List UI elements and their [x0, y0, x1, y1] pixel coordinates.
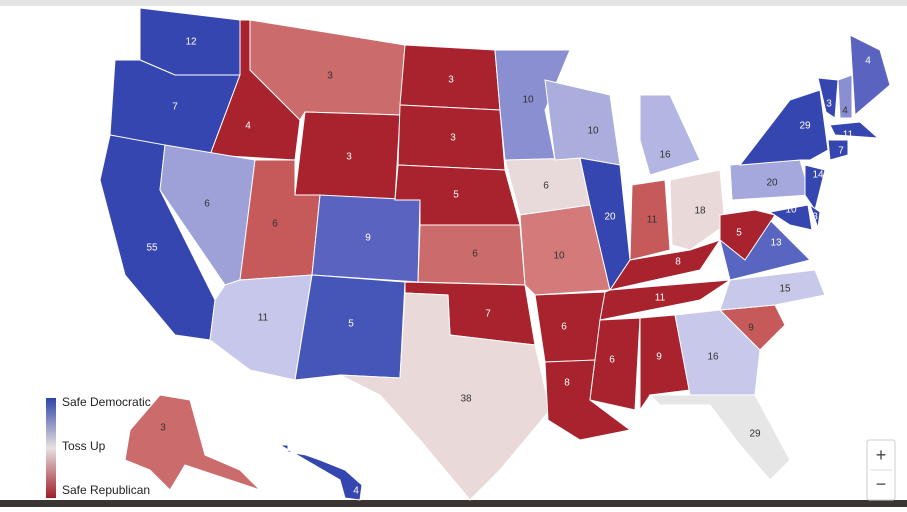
- electoral-votes: 11: [258, 313, 269, 324]
- state[interactable]: [608, 239, 722, 291]
- state[interactable]: [599, 279, 731, 321]
- electoral-votes: 10: [522, 95, 534, 106]
- state[interactable]: [519, 204, 611, 296]
- electoral-votes: 16: [659, 150, 671, 161]
- state[interactable]: [544, 79, 621, 166]
- zoom-out[interactable]: −: [876, 474, 887, 494]
- state[interactable]: [837, 74, 853, 119]
- electoral-votes: 13: [770, 238, 782, 249]
- electoral-votes: 3: [327, 71, 333, 82]
- zoom-in[interactable]: +: [876, 445, 887, 465]
- electoral-votes: 12: [185, 37, 197, 48]
- state[interactable]: [339, 292, 551, 501]
- state[interactable]: [768, 204, 813, 231]
- electoral-votes: 5: [453, 190, 459, 201]
- state[interactable]: [719, 269, 826, 311]
- state[interactable]: [809, 203, 821, 229]
- electoral-votes: 20: [766, 178, 778, 189]
- electoral-votes: 6: [204, 199, 210, 210]
- electoral-votes: 14: [812, 170, 824, 181]
- electoral-votes: 3: [812, 212, 818, 223]
- electoral-votes: 16: [707, 352, 719, 363]
- electoral-votes: 4: [245, 121, 251, 132]
- state[interactable]: [719, 209, 776, 261]
- electoral-votes: 10: [553, 251, 565, 262]
- state[interactable]: [589, 317, 641, 411]
- state[interactable]: [209, 274, 313, 381]
- electoral-votes: 6: [272, 219, 278, 230]
- legend-middle: Toss Up: [62, 439, 106, 453]
- electoral-votes: 18: [694, 206, 706, 217]
- state[interactable]: [124, 394, 261, 491]
- state[interactable]: [648, 394, 791, 481]
- electoral-votes: 9: [365, 233, 371, 244]
- legend-top: Safe Democratic: [62, 395, 151, 409]
- electoral-votes: 9: [656, 352, 662, 363]
- state[interactable]: [669, 169, 726, 251]
- legend-bar: [46, 398, 56, 498]
- electoral-votes: 3: [826, 99, 832, 110]
- electoral-votes: 6: [609, 355, 615, 366]
- electoral-votes: 7: [838, 146, 844, 157]
- electoral-votes: 4: [842, 106, 848, 117]
- electoral-votes: 9: [748, 323, 754, 334]
- electoral-votes: 11: [843, 130, 854, 141]
- electoral-votes: 4: [865, 56, 871, 67]
- bottom-strip: [0, 500, 907, 507]
- electoral-votes: 20: [604, 212, 616, 223]
- state[interactable]: [827, 139, 849, 161]
- electoral-votes: 3: [346, 152, 352, 163]
- electoral-votes: 7: [485, 309, 491, 320]
- electoral-votes: 11: [647, 215, 658, 226]
- electoral-votes: 38: [460, 394, 472, 405]
- state[interactable]: [639, 314, 691, 412]
- top-shadow: [0, 0, 907, 6]
- electoral-votes: 3: [450, 133, 456, 144]
- electoral-votes: 3: [448, 75, 454, 86]
- electoral-votes: 3: [160, 423, 166, 434]
- electoral-votes: 29: [749, 429, 761, 440]
- legend-bottom: Safe Republican: [62, 483, 150, 497]
- electoral-votes: 5: [348, 319, 354, 330]
- state[interactable]: [829, 121, 880, 139]
- state[interactable]: [534, 291, 606, 363]
- electoral-votes: 6: [472, 249, 478, 260]
- electoral-votes: 10: [587, 126, 599, 137]
- electoral-votes: 6: [543, 181, 549, 192]
- electoral-votes: 55: [146, 243, 158, 254]
- state[interactable]: [278, 444, 363, 501]
- electoral-votes: 8: [675, 257, 681, 268]
- electoral-votes: 8: [564, 378, 570, 389]
- electoral-votes: 4: [353, 486, 359, 497]
- electoral-votes: 11: [655, 293, 666, 304]
- electoral-votes: 7: [172, 102, 178, 113]
- electoral-votes: 10: [785, 205, 797, 216]
- electoral-votes: 29: [799, 121, 811, 132]
- electoral-votes: 15: [779, 284, 791, 295]
- states: 12 7 55 4 6 3 3 6 11 9 5 3 3 5 6 7 38 10 6 10 6 8 10 20 16 11 18 8 1…: [99, 7, 891, 501]
- electoral-votes: 6: [561, 322, 567, 333]
- state[interactable]: [629, 179, 671, 261]
- state[interactable]: [674, 309, 761, 396]
- state[interactable]: [639, 94, 701, 176]
- electoral-votes: 5: [736, 228, 742, 239]
- state[interactable]: [817, 77, 839, 119]
- state[interactable]: [738, 89, 829, 166]
- state[interactable]: [849, 34, 891, 117]
